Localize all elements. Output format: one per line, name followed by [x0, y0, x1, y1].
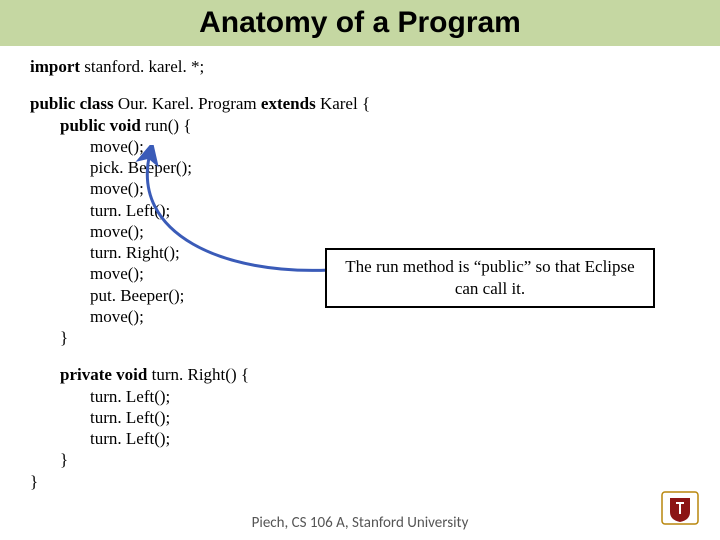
code-line: move();: [30, 221, 690, 242]
code-line: import stanford. karel. *;: [30, 56, 690, 77]
footer-text: Piech, CS 106 A, Stanford University: [0, 514, 720, 532]
code-line: public void run() {: [30, 115, 690, 136]
code-line: private void turn. Right() {: [30, 364, 690, 385]
callout-box: The run method is “public” so that Eclip…: [325, 248, 655, 308]
code-line: turn. Left();: [30, 407, 690, 428]
code-line: public class Our. Karel. Program extends…: [30, 93, 690, 114]
code-line: move();: [30, 178, 690, 199]
callout-text: The run method is “public” so that Eclip…: [345, 257, 634, 298]
code-line: turn. Left();: [30, 428, 690, 449]
code-line: }: [30, 327, 690, 348]
code-line: }: [30, 449, 690, 470]
code-line: pick. Beeper();: [30, 157, 690, 178]
stanford-seal-icon: [658, 484, 702, 528]
code-line: }: [30, 471, 690, 492]
code-line: turn. Left();: [30, 200, 690, 221]
slide-title: Anatomy of a Program: [0, 6, 720, 40]
code-line: move();: [30, 306, 690, 327]
title-bar: Anatomy of a Program: [0, 0, 720, 46]
code-line: move();: [30, 136, 690, 157]
code-line: turn. Left();: [30, 386, 690, 407]
